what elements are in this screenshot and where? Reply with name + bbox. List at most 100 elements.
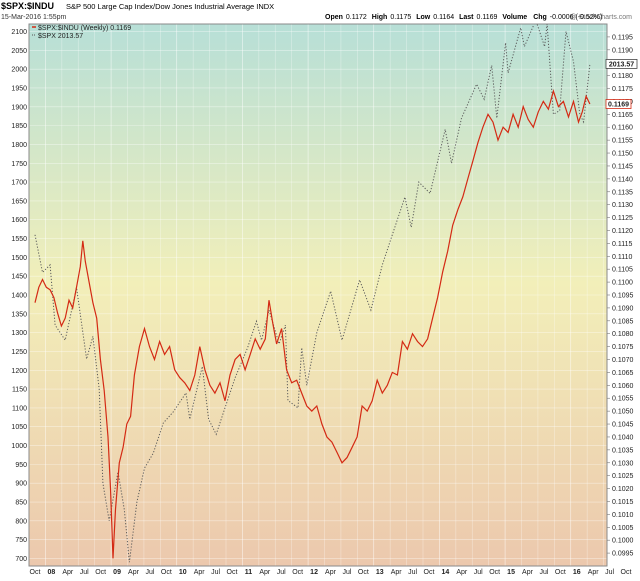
- x-tick-label: Apr: [588, 569, 600, 576]
- right-tick-label: 0.1005: [612, 525, 634, 532]
- left-tick-label: 1050: [11, 424, 27, 431]
- left-tick-label: 1900: [11, 104, 27, 111]
- x-tick-label: Oct: [489, 569, 500, 576]
- right-tick-label: 0.1110: [612, 254, 632, 261]
- left-tick-label: 1250: [11, 349, 27, 356]
- right-tick-label: 0.1085: [612, 318, 634, 325]
- x-tick-label: Apr: [325, 569, 337, 576]
- left-tick-label: 2000: [11, 67, 27, 74]
- right-tick-label: 0.1095: [612, 293, 634, 300]
- right-tick-label: 0.1165: [612, 112, 633, 119]
- right-tick-label: 0.1015: [612, 499, 634, 506]
- ratio-series-line: [34, 89, 591, 559]
- left-tick-label: 1000: [11, 443, 27, 450]
- quote-label: Open: [325, 14, 343, 21]
- x-tick-label: Jul: [145, 569, 154, 576]
- chart-date: 15-Mar-2016 1:55pm: [1, 14, 67, 21]
- legend-spx-label: $SPX 2013.57: [38, 33, 83, 40]
- right-tick-label: 0.1195: [612, 34, 633, 41]
- right-tick-label: 0.1025: [612, 473, 634, 480]
- x-tick-label: Oct: [555, 569, 566, 576]
- x-tick-label: Jul: [342, 569, 351, 576]
- x-tick-label: Oct: [424, 569, 435, 576]
- x-tick-label: 08: [48, 569, 56, 576]
- right-tick-label: 0.1000: [612, 538, 634, 545]
- left-tick-label: 1200: [11, 368, 27, 375]
- x-tick-label: Oct: [227, 569, 238, 576]
- right-tick-label: 0.1135: [612, 189, 633, 196]
- x-tick-label: Apr: [456, 569, 468, 576]
- x-tick-label: Oct: [95, 569, 106, 576]
- right-tick-label: 0.1145: [612, 163, 633, 170]
- left-tick-label: 1450: [11, 274, 27, 281]
- right-tick-label: 0.1050: [612, 409, 634, 416]
- x-tick-label: Apr: [194, 569, 206, 576]
- right-tick-label: 0.1040: [612, 434, 634, 441]
- left-tick-label: 800: [15, 518, 27, 525]
- right-tick-label: 0.1075: [612, 344, 634, 351]
- spx-value-badge: 2013.57: [605, 59, 638, 69]
- left-tick-label: 700: [15, 556, 27, 563]
- left-tick-label: 1500: [11, 255, 27, 262]
- right-axis-ticks: 0.0995 0.1000 0.1005 0.1010 0.1015 0.1020 0.10…: [607, 34, 634, 558]
- x-tick-label: Oct: [161, 569, 172, 576]
- x-tick-label: Jul: [539, 569, 548, 576]
- stockcharts-watermark: @ StockCharts.com: [570, 14, 633, 21]
- x-axis-ticks: Oct 08 Apr Jul Oct 09 Apr Jul Oct 10 Apr Jul Oct 11 Ap…: [30, 569, 632, 576]
- right-tick-label: 0.0995: [612, 551, 634, 558]
- x-tick-label: 15: [507, 569, 515, 576]
- left-tick-label: 2100: [11, 29, 27, 36]
- left-tick-label: 1350: [11, 311, 27, 318]
- left-tick-label: 750: [15, 537, 27, 544]
- left-tick-label: 1300: [11, 330, 27, 337]
- x-tick-label: Jul: [80, 569, 89, 576]
- legend: $SPX:$INDU (Weekly) 0.1169 $SPX 2013.57: [32, 25, 131, 40]
- left-tick-label: 1600: [11, 217, 27, 224]
- left-tick-label: 1800: [11, 142, 27, 149]
- quote-label: High: [372, 14, 388, 21]
- right-tick-label: 0.1155: [612, 138, 633, 145]
- right-tick-label: 0.1070: [612, 357, 634, 364]
- x-tick-label: 14: [442, 569, 450, 576]
- quote-label: Low: [416, 14, 431, 21]
- quote-value: 0.1169: [477, 14, 498, 21]
- x-tick-label: Oct: [292, 569, 303, 576]
- x-tick-label: 12: [310, 569, 318, 576]
- left-tick-label: 1700: [11, 180, 27, 187]
- right-tick-label: 0.1180: [612, 73, 633, 80]
- right-tick-label: 0.1020: [612, 486, 634, 493]
- left-tick-label: 1100: [12, 405, 27, 412]
- right-tick-label: 0.1035: [612, 447, 634, 454]
- left-axis-ticks: 700 750 800 850 900 950 1000 1050 1100 1150 1200 12…: [11, 29, 27, 563]
- right-tick-label: 0.1120: [612, 228, 633, 235]
- right-tick-label: 0.1115: [612, 241, 632, 248]
- x-tick-label: Apr: [259, 569, 271, 576]
- x-tick-label: Apr: [128, 569, 140, 576]
- spx-value-text: 2013.57: [609, 61, 634, 68]
- quote-label: Chg: [533, 14, 547, 21]
- right-tick-label: 0.1130: [612, 202, 633, 209]
- legend-ratio-label: $SPX:$INDU (Weekly) 0.1169: [38, 25, 131, 32]
- left-tick-label: 2050: [11, 48, 27, 55]
- x-tick-label: 09: [113, 569, 121, 576]
- right-tick-label: 0.1030: [612, 460, 634, 467]
- x-tick-label: 13: [376, 569, 384, 576]
- quote-label: Volume: [502, 14, 527, 21]
- x-tick-label: Oct: [621, 569, 632, 576]
- x-tick-label: Jul: [474, 569, 483, 576]
- right-tick-label: 0.1160: [612, 125, 633, 132]
- right-tick-label: 0.1140: [612, 176, 633, 183]
- quote-value: 0.1164: [433, 14, 454, 21]
- x-tick-label: 16: [573, 569, 581, 576]
- right-tick-label: 0.1190: [612, 47, 633, 54]
- quote-value: 0.1172: [346, 14, 367, 21]
- right-tick-label: 0.1105: [612, 267, 633, 274]
- x-tick-label: Jul: [408, 569, 417, 576]
- right-tick-label: 0.1055: [612, 396, 634, 403]
- right-tick-label: 0.1125: [612, 215, 633, 222]
- left-tick-label: 1650: [11, 198, 27, 205]
- x-tick-label: Apr: [62, 569, 74, 576]
- ratio-value-badge: 0.1169: [605, 99, 632, 109]
- left-tick-label: 1550: [11, 236, 27, 243]
